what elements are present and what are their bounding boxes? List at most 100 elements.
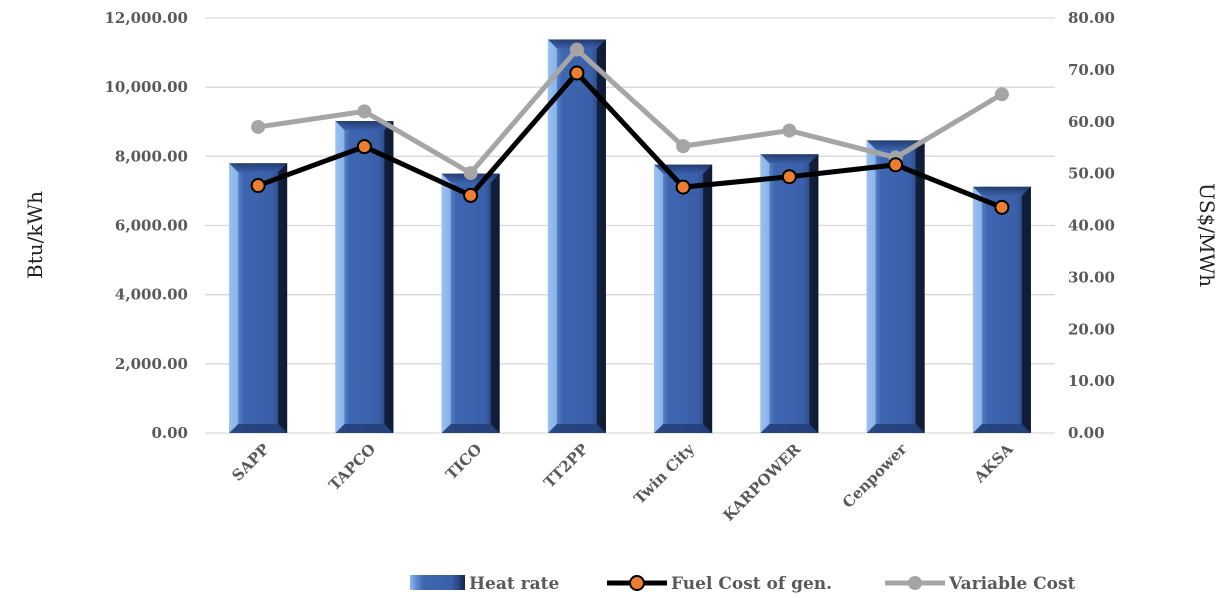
bar-bevel-bottom xyxy=(335,424,394,433)
bar-bevel-top xyxy=(972,186,1031,196)
bar-bevel-bottom xyxy=(229,424,288,433)
bar-body xyxy=(654,164,713,433)
point-sapp xyxy=(251,119,266,134)
bar-bevel-bottom xyxy=(441,424,500,433)
bar-tapco xyxy=(335,121,394,433)
y-tick-label: 10,000.00 xyxy=(104,78,188,96)
legend-item-fuel-cost: Fuel Cost of gen. xyxy=(607,574,832,594)
bar-bevel-right xyxy=(384,121,394,433)
gridlines xyxy=(205,17,1055,434)
x-tick-label: TICO xyxy=(442,440,485,483)
y2-tick-label: 60.00 xyxy=(1068,113,1115,131)
x-tick-label: AKSA xyxy=(970,440,1017,487)
x-tick-label: KARPOWER xyxy=(720,440,805,525)
bar-body xyxy=(866,140,925,434)
bar-bevel-bottom xyxy=(760,424,819,433)
bar-bevel-top xyxy=(760,154,819,164)
y2-tick-label: 10.00 xyxy=(1068,372,1115,390)
bar-bevel-right xyxy=(809,154,819,433)
point-twin-city xyxy=(676,139,691,154)
legend-label-fuel-cost: Fuel Cost of gen. xyxy=(671,574,832,594)
right-axis-ticks: 0.00 10.00 20.00 30.00 40.00 50.00 60.00 70.00 8… xyxy=(1068,9,1115,442)
bar-body xyxy=(335,121,394,433)
bar-bevel-left xyxy=(229,163,239,433)
y-tick-label: 0.00 xyxy=(151,424,188,442)
bar-cenpower xyxy=(866,140,925,434)
legend-label-variable-cost: Variable Cost xyxy=(948,574,1076,594)
legend-label-heat-rate: Heat rate xyxy=(469,574,559,594)
line-path xyxy=(257,70,1003,210)
bar-bevel-left xyxy=(866,140,876,434)
point-sapp xyxy=(250,178,266,194)
legend-item-heat-rate: Heat rate xyxy=(410,574,559,594)
y-tick-label: 6,000.00 xyxy=(115,217,188,235)
bar-bevel-left xyxy=(760,154,770,433)
x-tick-label: TAPCO xyxy=(325,440,379,494)
bar-bevel-right xyxy=(490,173,500,433)
bar-bevel-right xyxy=(596,39,606,434)
bar-bevel-left xyxy=(972,186,982,433)
bar-body xyxy=(441,173,500,433)
bar-bevel-left xyxy=(441,173,451,433)
x-tick-label: Twin City xyxy=(630,439,698,507)
point-aksa xyxy=(994,87,1009,102)
bar-body xyxy=(972,186,1031,433)
bar-bevel-bottom xyxy=(547,424,606,433)
category-axis-ticks: SAPP TAPCO TICO TT2PP Twin City KARPOWER Cenpo… xyxy=(228,439,1017,524)
right-axis-title: US$/MWh xyxy=(1195,183,1219,287)
legend-item-variable-cost: Variable Cost xyxy=(885,574,1076,594)
bar-tico xyxy=(441,173,500,433)
y2-tick-label: 50.00 xyxy=(1068,165,1115,183)
line-path xyxy=(257,47,1004,176)
point-cenpower xyxy=(888,157,904,173)
bar-body xyxy=(229,163,288,433)
y2-tick-label: 20.00 xyxy=(1068,320,1115,338)
point-tt2pp xyxy=(569,65,585,81)
point-tico xyxy=(463,166,478,181)
bar-twin-city xyxy=(654,164,713,433)
bar-tt2pp xyxy=(547,39,606,434)
point-tapco xyxy=(357,104,372,119)
bar-aksa xyxy=(972,186,1031,433)
bar-bevel-right xyxy=(915,140,925,434)
point-tapco xyxy=(356,139,372,155)
legend: Heat rate Fuel Cost of gen. Variable Cos… xyxy=(410,574,1076,594)
y2-tick-label: 30.00 xyxy=(1068,268,1115,286)
point-karpower xyxy=(782,123,797,138)
x-tick-label: TT2PP xyxy=(540,440,591,491)
x-tick-label: Cenpower xyxy=(839,439,911,511)
y-tick-label: 2,000.00 xyxy=(115,355,188,373)
point-tt2pp xyxy=(569,42,584,57)
bar-bevel-left xyxy=(654,164,664,433)
bar-karpower xyxy=(760,154,819,433)
y2-tick-label: 80.00 xyxy=(1068,9,1115,27)
point-tico xyxy=(463,187,479,203)
bar-bevel-right xyxy=(1021,186,1031,433)
bar-bevel-right xyxy=(278,163,288,433)
line-series xyxy=(250,42,1010,215)
left-axis-ticks: 0.00 2,000.00 4,000.00 6,000.00 8,000.00 10,0… xyxy=(104,9,188,442)
bar-bevel-bottom xyxy=(654,424,713,433)
bar-bevel-left xyxy=(335,121,345,433)
bar-bevel-top xyxy=(229,163,288,173)
bar-bevel-right xyxy=(703,164,713,433)
y-tick-label: 4,000.00 xyxy=(115,286,188,304)
y2-tick-label: 40.00 xyxy=(1068,217,1115,235)
x-tick-label: SAPP xyxy=(228,440,273,485)
line-fuel-cost-of-gen xyxy=(250,65,1010,215)
bar-body xyxy=(547,39,606,434)
line-variable-cost xyxy=(251,42,1009,181)
point-twin-city xyxy=(675,179,691,195)
legend-marker-fuel-cost xyxy=(629,575,645,591)
y-tick-label: 8,000.00 xyxy=(115,147,188,165)
bar-bevel-bottom xyxy=(972,424,1031,433)
bar-bevel-bottom xyxy=(866,424,925,433)
bar-series xyxy=(229,39,1031,434)
legend-marker-variable-cost xyxy=(908,576,922,590)
point-aksa xyxy=(994,199,1010,215)
y2-tick-label: 0.00 xyxy=(1068,424,1105,442)
bar-body xyxy=(760,154,819,433)
y-tick-label: 12,000.00 xyxy=(104,9,188,27)
y2-tick-label: 70.00 xyxy=(1068,61,1115,79)
